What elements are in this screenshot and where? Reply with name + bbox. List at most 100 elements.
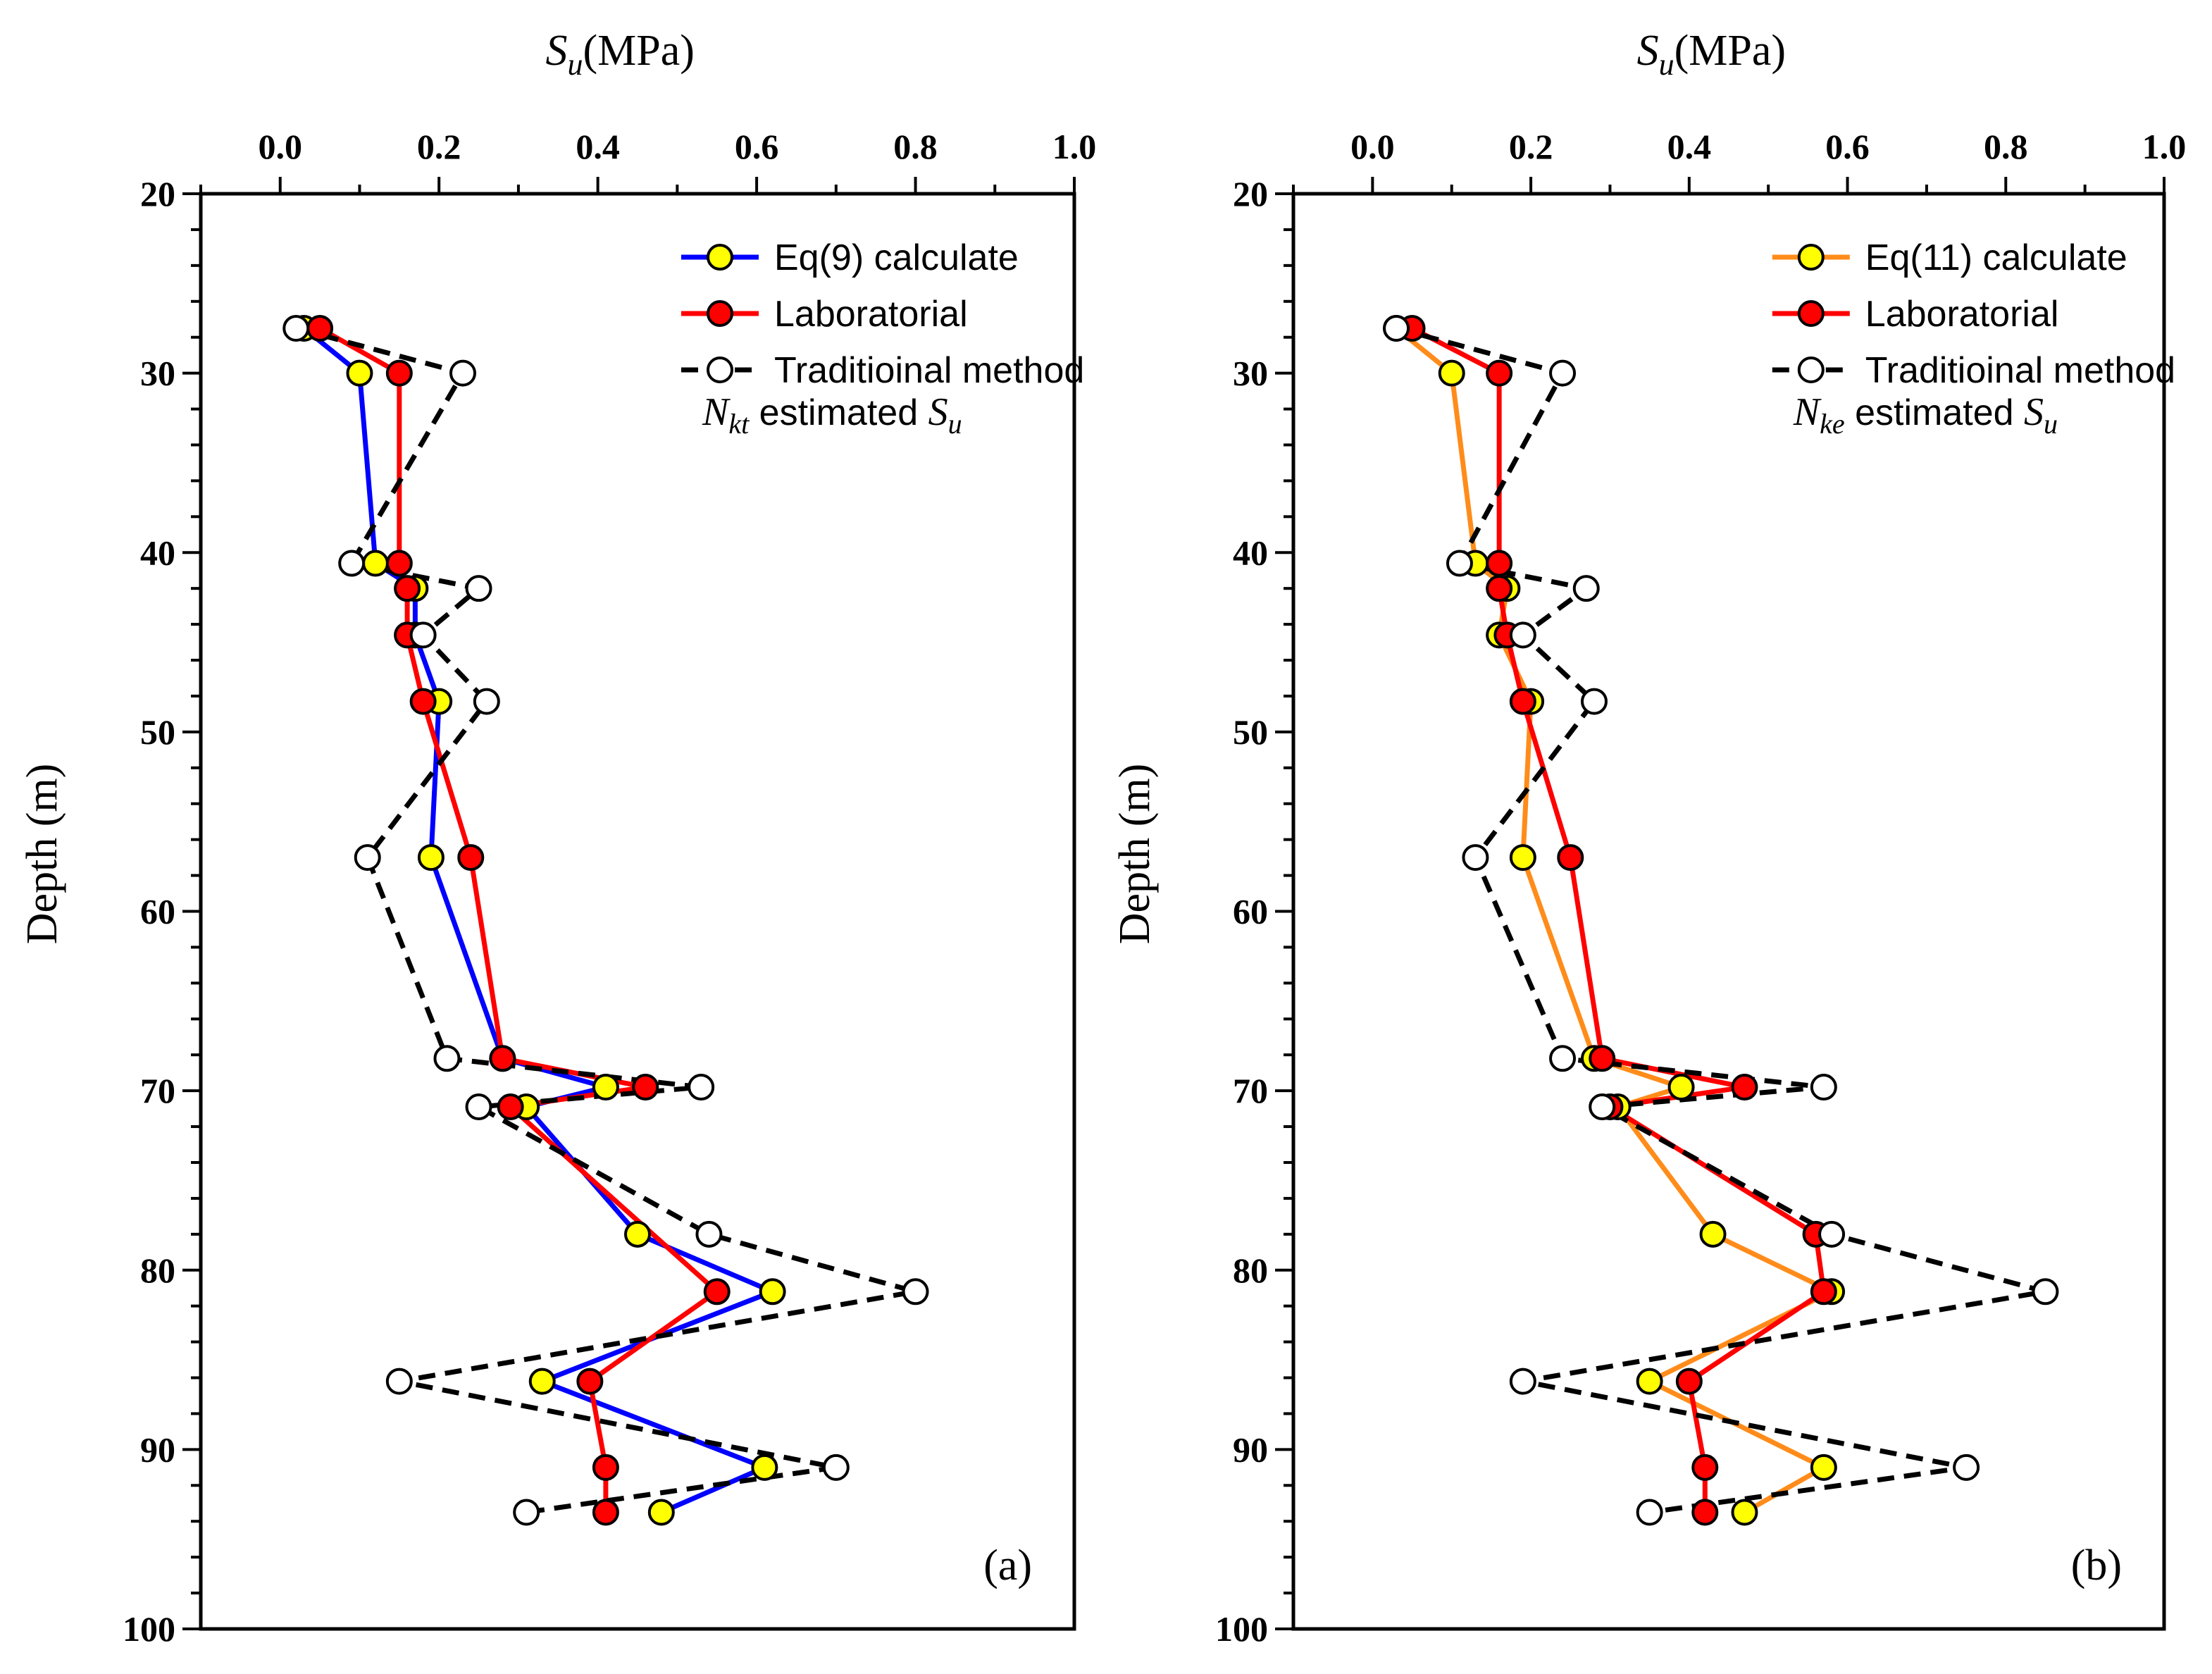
x-tick-label: 1.0 — [2142, 127, 2187, 166]
data-point — [688, 1074, 715, 1101]
data-point — [1438, 359, 1465, 387]
data-point — [1589, 1093, 1616, 1121]
y-axis-title: Depth (m) — [1111, 764, 1159, 945]
legend-label-2: Traditioinal method — [1865, 350, 2175, 391]
y-tick-label: 50 — [140, 712, 175, 752]
y-tick-label: 70 — [140, 1071, 175, 1110]
note-suffix-sub: u — [948, 408, 962, 440]
series-line-1 — [1410, 326, 1827, 1513]
data-point — [576, 1368, 604, 1395]
data-point — [624, 1220, 651, 1248]
x-axis-title-subscript: u — [1659, 47, 1674, 82]
y-tick-label: 90 — [140, 1430, 175, 1469]
data-point — [1810, 1278, 1837, 1306]
data-point — [497, 1093, 524, 1121]
data-point — [1509, 1368, 1536, 1395]
note-prefix-sub: kt — [728, 408, 750, 440]
data-point — [489, 1045, 516, 1072]
y-tick-label: 40 — [1233, 533, 1268, 572]
series-line-2 — [295, 326, 919, 1515]
x-tick-label: 0.2 — [417, 127, 461, 166]
legend-marker-2 — [707, 356, 733, 383]
x-axis-title: Su(MPa) — [545, 27, 694, 82]
x-tick-label: 0.0 — [258, 127, 302, 166]
data-point — [1731, 1499, 1758, 1526]
y-tick-label: 60 — [140, 892, 175, 931]
legend-label-1: Laboratorial — [1865, 294, 2059, 335]
y-tick-label: 90 — [1233, 1430, 1268, 1469]
y-tick-label: 80 — [1233, 1251, 1268, 1290]
data-point — [1636, 1499, 1663, 1526]
data-point — [1549, 359, 1577, 387]
data-point — [1675, 1368, 1703, 1395]
note-text: estimated — [749, 392, 928, 433]
data-point — [1383, 314, 1410, 342]
data-point — [1486, 359, 1513, 387]
x-axis-title-unit: (MPa) — [583, 27, 694, 75]
data-point — [362, 550, 389, 577]
data-point — [354, 844, 381, 872]
data-point — [1731, 1074, 1758, 1101]
data-point — [1580, 688, 1608, 715]
data-point — [457, 844, 485, 872]
legend-label-2: Traditioinal method — [774, 350, 1084, 391]
legend-note: Nkt estimated Su — [702, 390, 962, 440]
x-tick-label: 0.0 — [1350, 127, 1395, 166]
legend-marker-1 — [707, 300, 733, 327]
y-tick-label: 30 — [1233, 354, 1268, 393]
x-tick-label: 0.6 — [1825, 127, 1870, 166]
x-axis-title-subscript: u — [567, 47, 583, 82]
data-point — [695, 1220, 723, 1248]
data-point — [647, 1499, 675, 1526]
data-point — [449, 359, 476, 387]
panel-b: 0.0 0.2 0.4 0.6 0.8 1.02030405060708090100Su(… — [1111, 27, 2186, 1649]
data-point — [465, 1093, 492, 1121]
x-tick-label: 0.4 — [576, 127, 620, 166]
y-tick-label: 40 — [140, 533, 175, 572]
legend-label-0: Eq(9) calculate — [774, 237, 1019, 278]
note-prefix: N — [1793, 390, 1822, 434]
y-tick-label: 100 — [123, 1609, 175, 1649]
legend-label-0: Eq(11) calculate — [1865, 237, 2127, 278]
y-tick-label: 20 — [140, 174, 175, 213]
y-tick-label: 30 — [140, 354, 175, 393]
series-line-0 — [302, 326, 776, 1515]
note-prefix: N — [702, 390, 731, 434]
note-suffix-sub: u — [2044, 408, 2058, 440]
y-tick-label: 80 — [140, 1251, 175, 1290]
data-point — [1446, 550, 1473, 577]
legend-label-1: Laboratorial — [774, 294, 968, 335]
x-tick-label: 0.2 — [1509, 127, 1553, 166]
note-text: estimated — [1845, 392, 2024, 433]
legend-marker-0 — [707, 244, 733, 271]
data-point — [1486, 575, 1513, 602]
y-tick-label: 20 — [1233, 174, 1268, 213]
data-point — [1486, 550, 1513, 577]
y-tick-label: 70 — [1233, 1071, 1268, 1110]
x-axis-title-symbol: S — [1637, 27, 1659, 75]
data-point — [703, 1278, 731, 1306]
data-point — [338, 550, 366, 577]
panel-label: (a) — [983, 1542, 1032, 1589]
y-tick-label: 100 — [1215, 1609, 1268, 1649]
x-axis-title-unit: (MPa) — [1674, 27, 1786, 75]
data-point — [1691, 1499, 1719, 1526]
data-point — [1572, 575, 1600, 602]
data-point — [751, 1453, 778, 1481]
x-tick-label: 0.6 — [735, 127, 779, 166]
legend-marker-1 — [1797, 300, 1825, 327]
data-point — [306, 314, 334, 342]
data-point — [1953, 1453, 1980, 1481]
data-point — [473, 688, 500, 715]
y-tick-label: 50 — [1233, 712, 1268, 752]
data-point — [417, 844, 445, 872]
data-point — [385, 550, 413, 577]
data-point — [528, 1368, 556, 1395]
data-point — [1636, 1368, 1663, 1395]
x-tick-label: 1.0 — [1052, 127, 1097, 166]
data-point — [592, 1453, 619, 1481]
x-tick-label: 0.8 — [893, 127, 938, 166]
x-tick-label: 0.8 — [1984, 127, 2028, 166]
x-tick-label: 0.4 — [1667, 127, 1712, 166]
data-point — [592, 1074, 619, 1101]
